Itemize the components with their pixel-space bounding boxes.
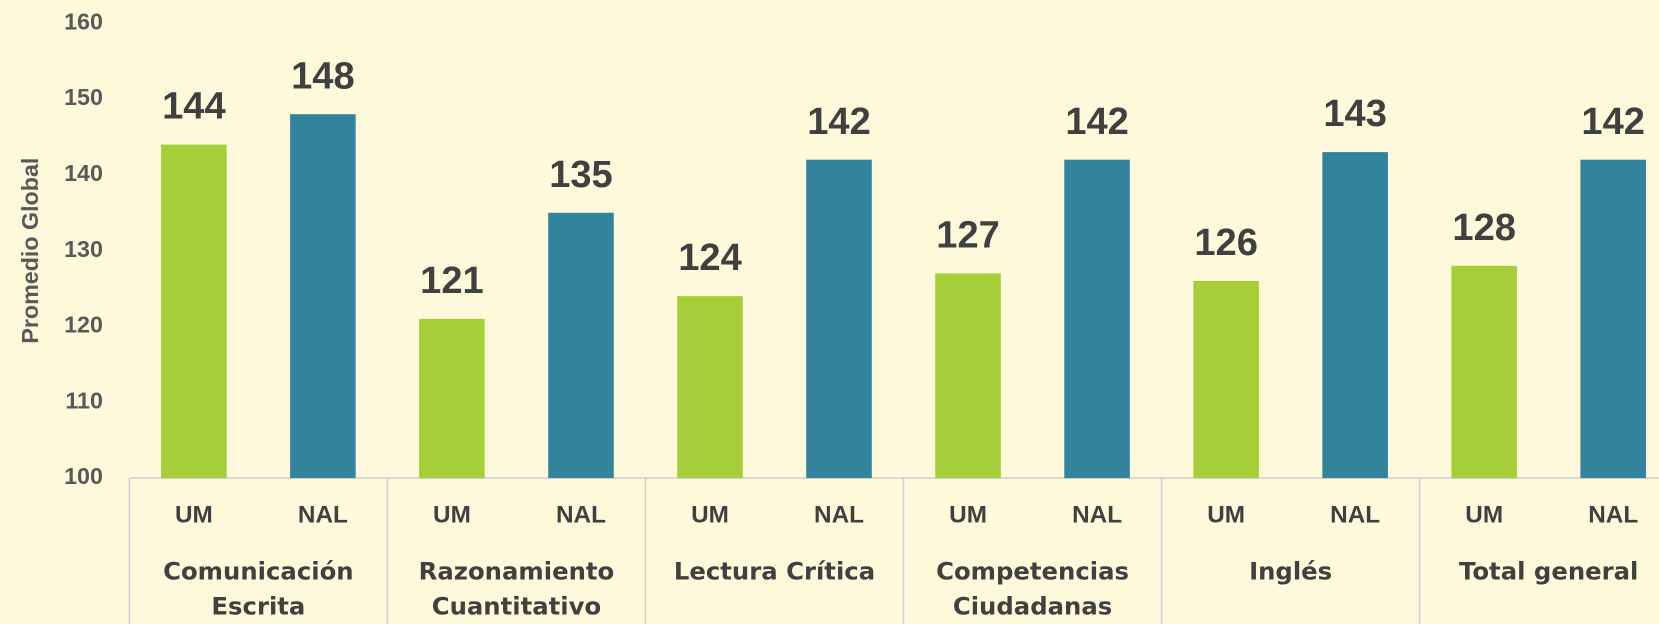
series-label: NAL bbox=[1072, 502, 1122, 529]
bar bbox=[1580, 159, 1646, 479]
group-label-box: Razonamiento Cuantitativo bbox=[418, 558, 615, 621]
group-label-box: Lectura Crítica bbox=[673, 558, 876, 586]
bar bbox=[677, 296, 743, 479]
series-label: UM bbox=[433, 502, 471, 529]
group-label: Comunicación Escrita bbox=[163, 558, 354, 621]
value-label: 135 bbox=[549, 154, 613, 196]
group-label-box: Inglés bbox=[1249, 558, 1333, 586]
y-tick-label: 100 bbox=[64, 463, 103, 489]
y-tick-label: 120 bbox=[64, 312, 103, 338]
series-label: NAL bbox=[298, 502, 348, 529]
value-label: 126 bbox=[1194, 222, 1258, 264]
value-label: 142 bbox=[1581, 101, 1645, 143]
bar bbox=[161, 144, 227, 479]
series-label: UM bbox=[1207, 502, 1245, 529]
value-label: 144 bbox=[162, 86, 226, 128]
bar bbox=[1193, 280, 1259, 479]
bar bbox=[290, 114, 356, 479]
group-label: Lectura Crítica bbox=[673, 558, 876, 586]
series-label: NAL bbox=[556, 502, 606, 529]
group-label-box: Comunicación Escrita bbox=[163, 558, 354, 621]
value-label: 128 bbox=[1452, 207, 1516, 249]
series-label: UM bbox=[691, 502, 729, 529]
value-label: 148 bbox=[291, 55, 355, 97]
bar bbox=[1451, 265, 1517, 479]
y-tick-label: 130 bbox=[64, 236, 103, 262]
group-label: Inglés bbox=[1249, 558, 1333, 586]
series-label: UM bbox=[1465, 502, 1503, 529]
value-label: 124 bbox=[678, 237, 742, 279]
series-label: NAL bbox=[1330, 502, 1380, 529]
value-label: 142 bbox=[1065, 101, 1129, 143]
group-label-box: Total general bbox=[1458, 558, 1639, 586]
bar bbox=[419, 318, 485, 479]
value-label: 127 bbox=[936, 214, 1000, 256]
value-label: 142 bbox=[807, 101, 871, 143]
value-label: 143 bbox=[1323, 93, 1387, 135]
y-tick-label: 140 bbox=[64, 160, 103, 186]
bar bbox=[548, 212, 614, 479]
group-label: Competencias Ciudadanas bbox=[936, 558, 1130, 621]
series-label: UM bbox=[175, 502, 213, 529]
series-label: NAL bbox=[814, 502, 864, 529]
group-label: Razonamiento Cuantitativo bbox=[418, 558, 615, 621]
bar bbox=[806, 159, 872, 479]
bar bbox=[935, 273, 1001, 479]
y-tick-label: 150 bbox=[64, 84, 103, 110]
y-tick-label: 110 bbox=[65, 387, 103, 413]
series-label: UM bbox=[949, 502, 987, 529]
y-tick-label: 160 bbox=[64, 8, 103, 34]
bar bbox=[1322, 152, 1388, 479]
group-label: Total general bbox=[1458, 558, 1639, 586]
value-label: 121 bbox=[420, 260, 484, 302]
y-axis-title: Promedio Global bbox=[17, 158, 43, 344]
bar bbox=[1064, 159, 1130, 479]
group-label-box: Competencias Ciudadanas bbox=[936, 558, 1130, 621]
series-label: NAL bbox=[1588, 502, 1638, 529]
